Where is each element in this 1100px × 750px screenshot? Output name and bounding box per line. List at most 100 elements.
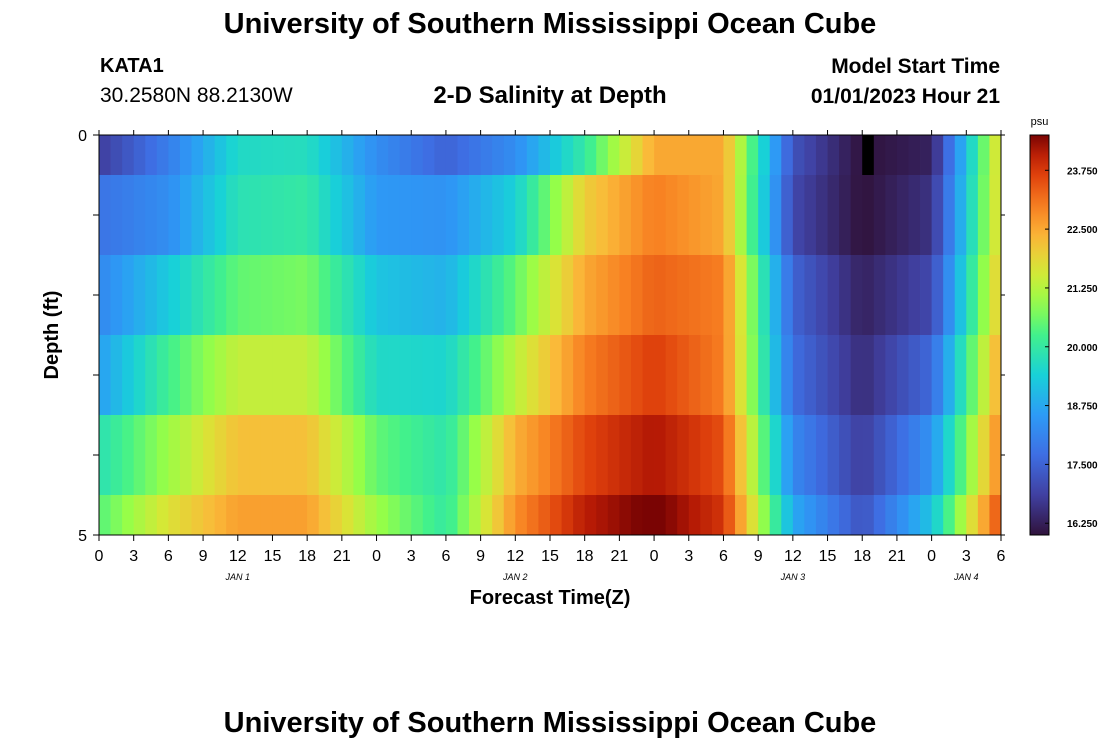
x-tick-label: 0 [372,548,381,565]
heatmap-cell [989,415,1002,495]
x-tick-label: 6 [164,548,173,565]
heatmap-cell [943,495,956,535]
heatmap-cell [503,335,516,415]
heatmap-cell [573,175,586,255]
heatmap-cell [492,335,505,415]
heatmap-cell [214,335,227,415]
page-title: University of Southern Mississippi Ocean… [223,8,877,40]
heatmap-cell [827,495,840,535]
heatmap-cell [284,495,296,535]
footer-title: University of Southern Mississippi Ocean… [223,707,877,739]
heatmap-cell [341,495,354,535]
heatmap-cell [168,415,181,495]
heatmap-cell [237,415,250,495]
heatmap-cell [746,175,759,255]
heatmap-cell [954,175,967,255]
heatmap-cell [249,175,262,255]
heatmap-cell [295,175,308,255]
heatmap-cell [700,255,713,335]
heatmap-cell [237,255,250,335]
missing-data-cell [862,135,874,175]
y-tick-label: 5 [78,528,87,545]
heatmap-cell [480,175,493,255]
heatmap-cell [203,135,216,175]
heatmap-cell [920,335,933,415]
heatmap-cell [862,335,875,415]
heatmap-cell [654,495,667,535]
heatmap-cell [538,175,551,255]
heatmap-cell [330,335,343,415]
heatmap-cell [792,135,805,175]
heatmap-cell [492,415,505,495]
heatmap-cell [630,415,643,495]
heatmap-cell [966,255,979,335]
heatmap-cell [561,255,574,335]
heatmap-cell [457,415,470,495]
heatmap-cell [295,255,308,335]
colorbar-tick-label: 18.750 [1067,402,1098,413]
heatmap-cell [550,495,562,535]
heatmap-cell [792,495,805,535]
heatmap-cell [908,135,921,175]
heatmap-cell [920,175,933,255]
heatmap-cell [688,175,701,255]
heatmap-cell [839,135,852,175]
heatmap-cell [191,415,204,495]
heatmap-cell [295,495,308,535]
heatmap-cell [272,415,285,495]
heatmap-cell [665,135,678,175]
heatmap-cell [260,415,273,495]
heatmap-cell [399,135,412,175]
heatmap-cell [503,255,516,335]
heatmap-cell [168,175,181,255]
heatmap-cell [388,335,401,415]
heatmap-cell [156,335,169,415]
heatmap-cell [827,135,840,175]
heatmap-cell [538,415,551,495]
heatmap-cell [260,495,273,535]
heatmap-cell [203,335,216,415]
heatmap-cell [804,335,817,415]
heatmap-cell [156,415,169,495]
x-tick-label: 12 [229,548,247,565]
heatmap-cell [943,335,956,415]
heatmap-cell [318,175,331,255]
heatmap-cell [711,495,724,535]
heatmap-cell [573,415,586,495]
heatmap-cell [422,335,435,415]
heatmap-cell [573,495,586,535]
heatmap-cell [538,495,551,535]
heatmap-cell [815,495,828,535]
heatmap-cell [896,495,909,535]
heatmap-cell [122,135,135,175]
heatmap-cell [260,255,273,335]
heatmap-cell [226,135,239,175]
heatmap-cell [954,335,967,415]
heatmap-cell [630,495,643,535]
heatmap-cell [561,335,574,415]
heatmap-cell [364,415,377,495]
heatmap-cell [179,495,192,535]
heatmap-cell [376,135,389,175]
heatmap-cell [700,175,713,255]
heatmap-cell [642,415,655,495]
heatmap-cell [99,415,111,495]
heatmap-cell [596,335,609,415]
heatmap-cell [943,415,956,495]
heatmap-cell [665,335,678,415]
heatmap-cell [110,415,123,495]
heatmap-cell [272,175,285,255]
heatmap-cell [550,255,562,335]
heatmap-cell [943,175,956,255]
x-tick-label: 15 [819,548,837,565]
heatmap-cell [584,175,597,255]
heatmap-cell [399,175,412,255]
heatmap-cell [584,495,597,535]
heatmap-cell [133,255,146,335]
heatmap-cell [654,335,667,415]
heatmap-cell [711,415,724,495]
heatmap-cell [989,255,1002,335]
heatmap-cell [526,335,539,415]
heatmap-cell [145,175,158,255]
heatmap-cell [538,255,551,335]
